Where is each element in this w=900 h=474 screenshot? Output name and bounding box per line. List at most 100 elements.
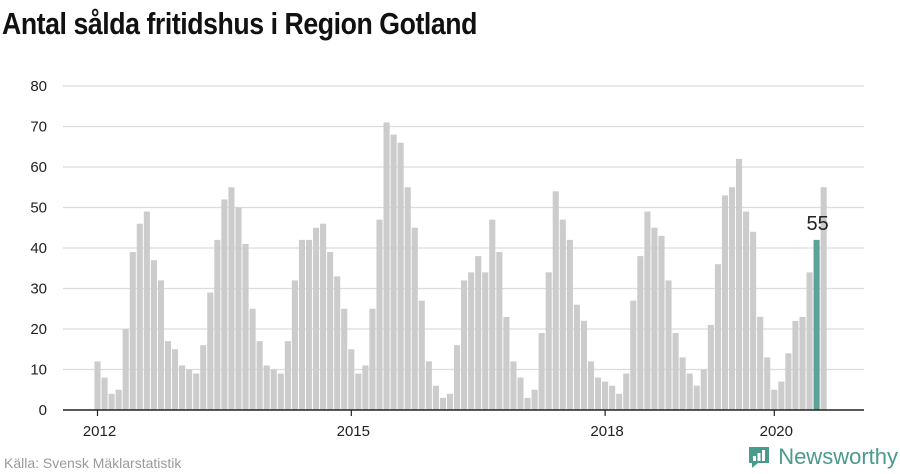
bar: [721, 195, 728, 410]
bar: [806, 272, 813, 410]
y-tick-label: 30: [30, 281, 47, 298]
bar: [221, 199, 228, 410]
y-tick-label: 60: [30, 159, 47, 176]
bar: [728, 187, 736, 410]
newsworthy-logo-icon: [749, 447, 770, 468]
bar: [630, 300, 637, 410]
bar: [623, 373, 630, 410]
bar: [397, 142, 404, 410]
bar: [200, 345, 207, 410]
highlight-value-label: 55: [806, 213, 828, 235]
bar: [609, 385, 616, 410]
bar: [531, 389, 538, 410]
y-tick-label: 10: [30, 362, 47, 379]
bar: [270, 369, 277, 410]
bar: [446, 393, 454, 410]
y-tick-label: 40: [30, 240, 47, 257]
bar: [482, 272, 489, 410]
bar: [707, 324, 714, 410]
bar: [320, 223, 327, 410]
bar: [418, 300, 425, 410]
bar: [235, 207, 242, 410]
bar: [432, 385, 439, 410]
bar: [475, 256, 482, 410]
y-tick-label: 0: [39, 402, 47, 419]
y-tick-label: 20: [30, 321, 47, 338]
bar: [341, 308, 348, 410]
bar: [390, 134, 397, 410]
bar: [164, 341, 172, 410]
bar: [693, 385, 700, 410]
bar: [644, 211, 651, 410]
bar: [510, 361, 517, 410]
bar: [404, 187, 411, 410]
bar: [186, 369, 193, 410]
bar: [573, 304, 580, 410]
bar: [284, 341, 291, 410]
bar: [355, 373, 362, 410]
bar: [411, 227, 418, 410]
chart-title: Antal sålda fritidshus i Region Gotland: [2, 6, 478, 41]
bar: [369, 308, 376, 410]
bar: [665, 280, 672, 410]
bar: [115, 389, 122, 410]
bar: [679, 357, 686, 410]
bar: [207, 292, 214, 410]
bar: [785, 353, 792, 410]
bar: [496, 252, 503, 410]
bar: [658, 235, 665, 410]
bar: [764, 357, 771, 410]
x-tick-label: 2015: [337, 423, 370, 440]
bar: [552, 191, 559, 410]
bar: [792, 320, 799, 410]
bar: [750, 231, 757, 410]
bar: [129, 252, 136, 410]
bar-highlight: [813, 239, 820, 410]
bar: [637, 256, 644, 410]
bar: [362, 365, 369, 410]
bar: [249, 308, 256, 410]
bar: [305, 239, 313, 410]
bar: [503, 316, 510, 410]
bar: [517, 377, 524, 410]
x-tick-label: 2012: [83, 423, 116, 440]
bar: [327, 252, 334, 410]
bar: [383, 122, 390, 410]
bar: [461, 280, 468, 410]
bar: [298, 239, 305, 410]
bar: [736, 158, 743, 410]
source-note: Källa: Svensk Mäklarstatistik: [4, 455, 182, 471]
bar: [334, 276, 341, 410]
bar: [108, 393, 115, 410]
brand-name: Newsworthy: [778, 444, 898, 469]
bar: [672, 333, 679, 410]
bar: [602, 381, 609, 410]
bar: [263, 365, 270, 410]
bar: [454, 345, 461, 410]
bar: [771, 389, 778, 410]
bar: [616, 393, 623, 410]
bar: [122, 329, 129, 410]
bar: [757, 316, 764, 410]
bar: [193, 373, 200, 410]
bar: [587, 361, 595, 410]
bar: [778, 381, 785, 410]
bar: [172, 349, 179, 410]
bar: [179, 365, 186, 410]
bar: [228, 187, 235, 410]
bar: [799, 316, 806, 410]
bar: [157, 280, 164, 410]
bar: [150, 260, 157, 410]
bar: [595, 377, 602, 410]
x-tick-label: 2020: [760, 423, 793, 440]
bar: [242, 243, 249, 410]
bar: [538, 333, 545, 410]
bar: [313, 227, 320, 410]
bar: [214, 239, 221, 410]
bar: [425, 361, 432, 410]
y-tick-label: 70: [30, 119, 47, 136]
bar: [256, 341, 263, 410]
brand-logo[interactable]: Newsworthy: [746, 444, 898, 470]
bar: [101, 377, 108, 410]
